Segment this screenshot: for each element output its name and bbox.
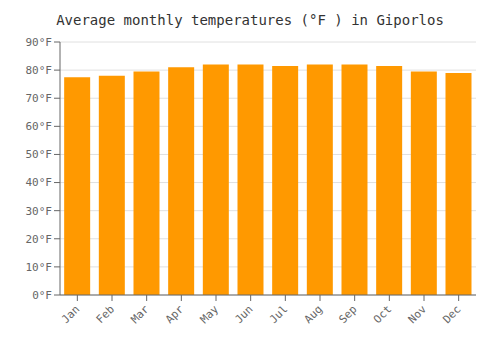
svg-text:90°F: 90°F [26, 36, 53, 49]
svg-text:Feb: Feb [94, 303, 117, 326]
svg-text:Aug: Aug [302, 303, 325, 326]
svg-text:Dec: Dec [440, 303, 463, 326]
svg-text:May: May [198, 302, 222, 326]
svg-text:10°F: 10°F [26, 261, 53, 274]
svg-text:Jun: Jun [232, 303, 255, 326]
svg-text:Sep: Sep [336, 303, 359, 326]
svg-text:70°F: 70°F [26, 92, 53, 105]
svg-text:30°F: 30°F [26, 205, 53, 218]
svg-text:20°F: 20°F [26, 233, 53, 246]
svg-text:Mar: Mar [128, 302, 152, 326]
svg-text:Nov: Nov [406, 302, 430, 326]
svg-text:80°F: 80°F [26, 64, 53, 77]
svg-text:Jul: Jul [267, 303, 290, 326]
svg-text:60°F: 60°F [26, 120, 53, 133]
svg-text:0°F: 0°F [32, 289, 52, 302]
html-text:Average monthly temperatures (: Average monthly temperatures (°F ) in Gi… [56, 12, 444, 28]
svg-text:Jan: Jan [59, 303, 82, 326]
svg-text:50°F: 50°F [26, 148, 53, 161]
svg-text:40°F: 40°F [26, 176, 53, 189]
svg-text:Apr: Apr [163, 302, 187, 326]
svg-text:Oct: Oct [371, 303, 394, 326]
